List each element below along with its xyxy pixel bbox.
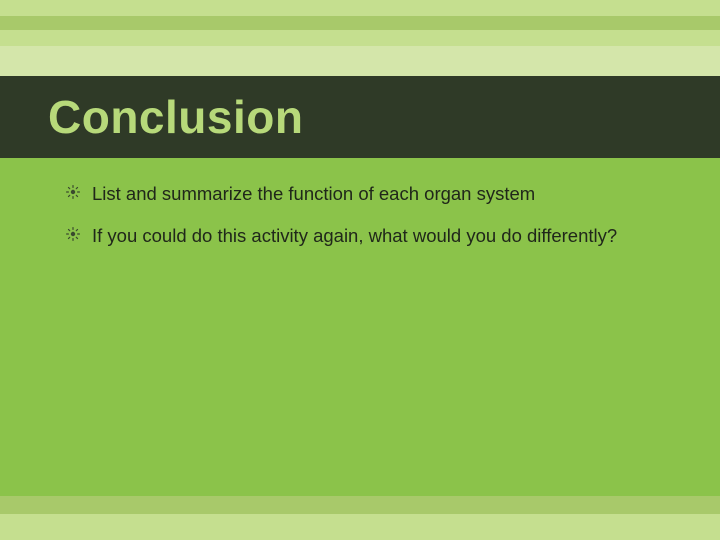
- slide: Conclusion: [0, 0, 720, 540]
- decor-band-bottom-2: [0, 520, 720, 540]
- title-band: Conclusion: [0, 76, 720, 158]
- decor-band-bottom-1: [0, 496, 720, 514]
- bullet-sun-icon: [66, 227, 80, 241]
- bullet-sun-icon: [66, 185, 80, 199]
- list-item-text: If you could do this activity again, wha…: [92, 225, 617, 246]
- list-item-text: List and summarize the function of each …: [92, 183, 535, 204]
- list-item: If you could do this activity again, wha…: [92, 224, 660, 248]
- list-item: List and summarize the function of each …: [92, 182, 660, 206]
- decor-band-top-1: [0, 16, 720, 30]
- decor-band-top-2: [0, 46, 720, 76]
- content-area: List and summarize the function of each …: [0, 158, 720, 496]
- slide-title: Conclusion: [48, 90, 303, 144]
